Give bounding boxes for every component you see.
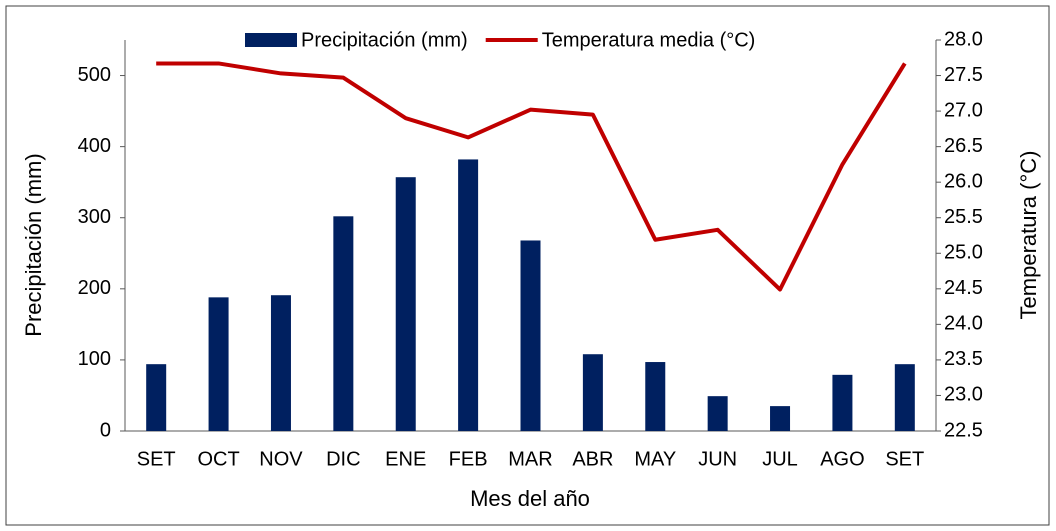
y-tick-label: 100 <box>78 348 111 370</box>
y2-tick-label: 23.0 <box>944 384 983 406</box>
x-tick-label: MAY <box>634 448 676 470</box>
legend-label: Precipitación (mm) <box>301 29 468 51</box>
y2-tick-label: 25.0 <box>944 242 983 264</box>
y2-tick-label: 23.5 <box>944 348 983 370</box>
bar <box>146 364 167 431</box>
y-tick-label: 300 <box>78 206 111 228</box>
bar <box>770 406 791 431</box>
x-tick-label: JUN <box>698 448 737 470</box>
x-tick-label: MAR <box>508 448 552 470</box>
bar <box>395 177 416 431</box>
bar <box>520 240 541 431</box>
bar <box>333 216 354 431</box>
x-tick-label: NOV <box>259 448 303 470</box>
bar <box>707 396 728 431</box>
y2-tick-label: 24.0 <box>944 313 983 335</box>
bar <box>458 159 479 431</box>
legend-swatch <box>245 33 297 47</box>
x-tick-label: OCT <box>197 448 239 470</box>
x-tick-label: SET <box>885 448 924 470</box>
y2-tick-label: 22.5 <box>944 419 983 441</box>
x-axis-title: Mes del año <box>470 486 590 511</box>
bar <box>582 354 603 431</box>
y2-tick-label: 25.5 <box>944 206 983 228</box>
y-tick-label: 0 <box>100 419 111 441</box>
y2-axis-title: Temperatura (°C) <box>1016 151 1041 320</box>
x-tick-label: JUL <box>762 448 798 470</box>
bar <box>894 364 915 431</box>
x-tick-label: FEB <box>449 448 488 470</box>
y-tick-label: 200 <box>78 277 111 299</box>
y-tick-label: 400 <box>78 135 111 157</box>
x-tick-label: ENE <box>385 448 426 470</box>
bar <box>270 295 291 431</box>
x-tick-label: AGO <box>820 448 864 470</box>
y2-tick-label: 26.0 <box>944 170 983 192</box>
legend-label: Temperatura media (°C) <box>542 29 756 51</box>
y2-tick-label: 27.5 <box>944 64 983 86</box>
y-tick-label: 500 <box>78 64 111 86</box>
y-axis-title: Precipitación (mm) <box>21 153 46 336</box>
line <box>156 61 907 292</box>
bar <box>208 297 229 431</box>
y2-tick-label: 26.5 <box>944 135 983 157</box>
x-tick-label: ABR <box>572 448 613 470</box>
x-tick-label: SET <box>137 448 176 470</box>
y2-tick-label: 27.0 <box>944 99 983 121</box>
y2-tick-label: 28.0 <box>944 28 983 50</box>
bar <box>645 362 666 431</box>
x-tick-label: DIC <box>326 448 360 470</box>
y2-tick-label: 24.5 <box>944 277 983 299</box>
bar <box>832 374 853 431</box>
